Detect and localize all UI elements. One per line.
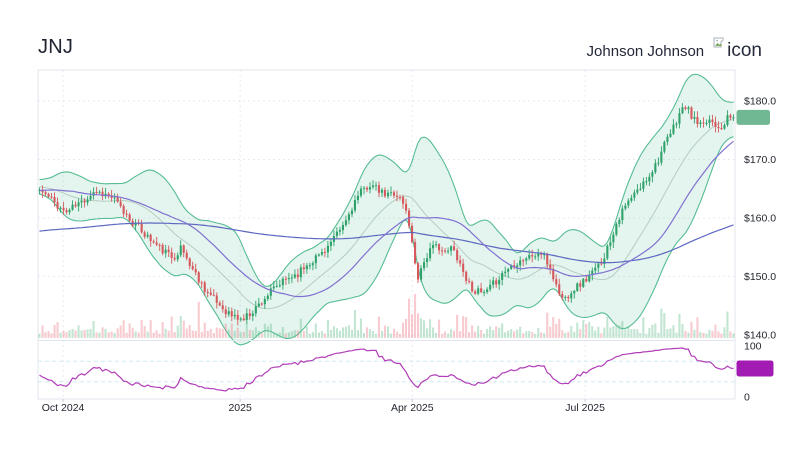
- volume-bars: [38, 294, 735, 338]
- ma-fast-line: [39, 140, 734, 298]
- gridlines: [38, 70, 735, 399]
- sma20-line: [39, 119, 734, 310]
- company-name: Johnson Johnson: [586, 43, 705, 60]
- rsi-panel: [38, 347, 735, 392]
- price-axis-label: $150.0: [744, 271, 776, 283]
- x-axis-label: Oct 2024: [42, 402, 85, 414]
- rsi-axis-label: 100: [744, 341, 762, 353]
- x-axis-label: 2025: [228, 402, 252, 414]
- logo-text: icon: [727, 40, 762, 61]
- rsi-line: [39, 347, 734, 392]
- value-badges: [736, 109, 774, 377]
- rsi-value-badge: [736, 360, 774, 377]
- price-axis-label: $170.0: [744, 154, 776, 166]
- bollinger-band: [39, 73, 734, 346]
- last-price-badge: [736, 109, 770, 125]
- broken-image-icon: [713, 36, 726, 48]
- ma-slow-line: [39, 222, 734, 264]
- price-axis-label: $160.0: [744, 212, 776, 224]
- company-header: Johnson Johnson icon: [586, 37, 762, 62]
- plot-borders: [37, 69, 736, 400]
- ticker-symbol: JNJ: [38, 36, 74, 58]
- rsi-axis-label: 0: [744, 392, 750, 404]
- x-axis-label: Jul 2025: [565, 402, 605, 414]
- candles-layer: [38, 103, 735, 326]
- price-axis-label: $140.0: [744, 329, 776, 341]
- x-axis-label: Apr 2025: [391, 402, 434, 414]
- price-axis-label: $180.0: [744, 95, 776, 107]
